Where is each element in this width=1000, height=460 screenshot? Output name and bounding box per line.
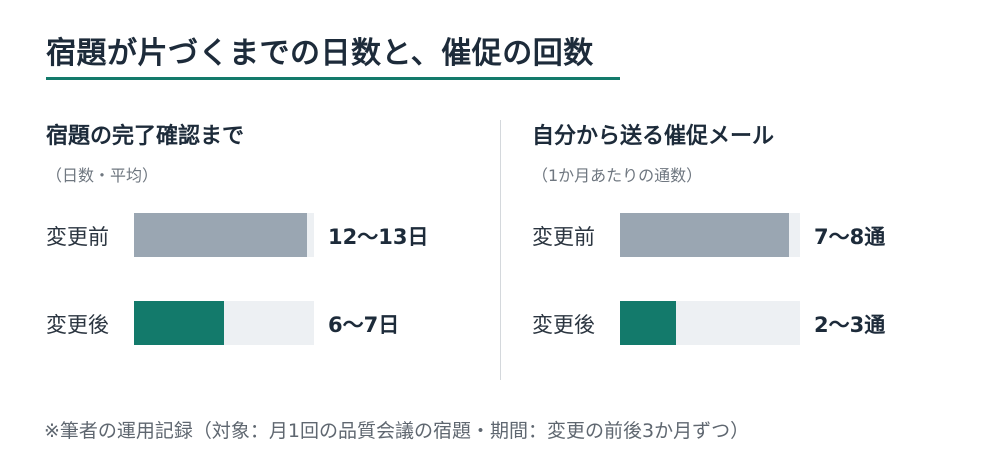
value-label: 6〜7日	[328, 313, 400, 337]
bar-before	[134, 213, 307, 257]
bar-after	[620, 301, 676, 345]
bar-after	[134, 301, 224, 345]
page-title: 宿題が片づくまでの日数と、催促の回数	[46, 36, 594, 71]
bar-track	[134, 213, 314, 257]
chart-panel-days: 宿題の完了確認まで （日数・平均） 変更前 12〜13日 変更後 6〜7日	[46, 118, 486, 378]
title-underline	[46, 77, 620, 80]
category-label: 変更後	[532, 313, 595, 337]
bar-track	[620, 213, 800, 257]
value-label: 2〜3通	[814, 313, 886, 337]
category-label: 変更後	[46, 313, 109, 337]
chart-title: 宿題の完了確認まで	[46, 124, 245, 149]
panel-divider	[500, 120, 501, 380]
bar-track	[134, 301, 314, 345]
bar-track	[620, 301, 800, 345]
chart-subtitle: （1か月あたりの通数）	[532, 166, 703, 185]
category-label: 変更前	[46, 225, 109, 249]
category-label: 変更前	[532, 225, 595, 249]
bar-before	[620, 213, 789, 257]
value-label: 12〜13日	[328, 225, 429, 249]
chart-title: 自分から送る催促メール	[532, 124, 775, 149]
chart-subtitle: （日数・平均）	[46, 166, 159, 185]
chart-panel-reminders: 自分から送る催促メール （1か月あたりの通数） 変更前 7〜8通 変更後 2〜3…	[532, 118, 972, 378]
value-label: 7〜8通	[814, 225, 886, 249]
footnote: ※筆者の運用記録（対象：月1回の品質会議の宿題・期間：変更の前後3か月ずつ）	[44, 420, 750, 442]
